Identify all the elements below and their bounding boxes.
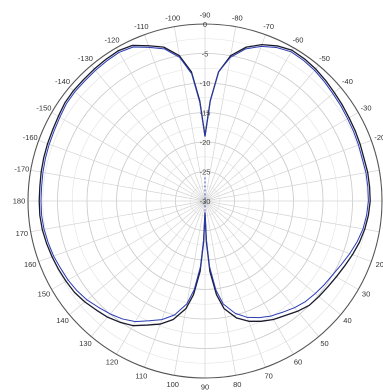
angle-tick-label: -120 [104,36,119,45]
angle-tick-label: -110 [134,22,148,31]
angle-tick-label: 50 [320,339,328,348]
grid-spoke [116,47,206,202]
grid-spoke [204,200,341,316]
angle-tick-label: -20 [374,133,383,142]
grid-spoke [38,140,206,202]
radial-tick-label: -30 [200,197,211,206]
radial-tick-label: 0 [203,20,207,29]
grid-spoke [69,200,206,316]
grid-spoke [30,200,206,233]
angle-tick-label: 120 [106,358,119,367]
grid-spoke [144,200,206,368]
angle-tick-label: -100 [165,13,180,22]
grid-spoke [116,200,206,355]
angle-tick-label: -150 [36,104,51,113]
angle-tick-label: -160 [23,133,38,142]
grid-spoke [204,200,266,368]
angle-tick-label: 160 [24,260,37,269]
angle-tick-label: 130 [79,339,92,348]
grid-spoke [204,200,372,262]
angle-tick-label: 140 [56,316,69,325]
angle-tick-label: -90 [200,11,211,20]
grid-spoke [173,200,206,376]
series-line [40,45,369,323]
angle-tick-label: -30 [361,104,372,113]
angle-tick-label: 150 [38,290,51,299]
radial-tick-label: -20 [200,138,211,147]
angle-tick-label: 80 [233,380,241,389]
angle-tick-label: -170 [14,164,29,173]
angle-tick-label: -70 [263,22,274,31]
grid-spoke [144,34,206,202]
series-layer [38,44,371,327]
angle-tick-label: -130 [78,54,93,63]
grid-spoke [30,169,206,202]
grid-spoke [204,86,341,202]
angle-tick-label: 110 [135,371,147,380]
angle-tick-label: -140 [55,77,70,86]
grid-spoke [204,169,380,202]
label-layer: -90-80-70-60-50-40-30-20-100102030405060… [13,11,383,392]
grid-spoke [51,200,206,290]
radial-tick-label: -5 [202,50,209,59]
angle-tick-label: 90 [201,383,209,392]
grid-spoke [51,112,206,202]
angle-tick-label: 100 [166,380,179,389]
angle-tick-label: 20 [376,260,383,269]
radial-tick-label: -15 [200,109,211,118]
angle-tick-label: 40 [343,316,351,325]
angle-tick-label: 170 [16,229,29,238]
angle-tick-label: 30 [362,290,370,299]
angle-tick-label: -40 [342,77,353,86]
angle-tick-label: -60 [293,36,304,45]
grid-spoke [204,200,380,233]
angle-tick-label: 180 [13,197,26,206]
grid-spoke [204,47,294,202]
angle-tick-label: 60 [294,358,302,367]
angle-tick-label: -50 [319,54,330,63]
grid-spoke [69,86,206,202]
angle-tick-label: -80 [232,13,243,22]
angle-tick-label: 70 [264,371,272,380]
grid-spoke [204,140,372,202]
radial-tick-label: -25 [200,168,211,177]
grid-spoke [204,200,237,376]
grid-spoke [204,112,359,202]
grid-spoke [204,200,320,337]
grid-spoke [90,65,206,202]
grid-spoke [204,200,294,355]
grid-spoke [204,65,320,202]
grid-spoke [38,200,206,262]
radial-tick-label: -10 [200,79,211,88]
grid-spoke [204,34,266,202]
polar-grid [27,23,383,379]
outer-ring [27,23,383,379]
